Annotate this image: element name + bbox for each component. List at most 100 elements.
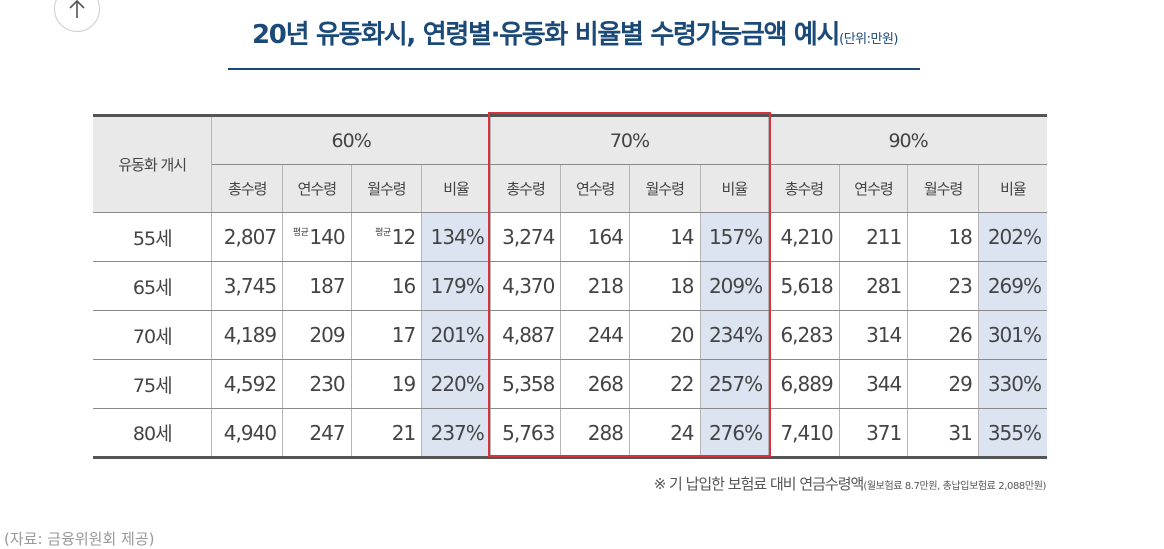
cell-total: 5,618 xyxy=(768,261,840,311)
cell-annual: 314 xyxy=(838,310,909,360)
cell-ratio: 301% xyxy=(977,310,1047,360)
scroll-to-top-button[interactable] xyxy=(54,0,100,32)
cell-total: 4,887 xyxy=(489,310,562,360)
cell-monthly: 18 xyxy=(628,261,701,311)
cell-monthly: 평균12 xyxy=(350,212,423,262)
cell-total: 6,283 xyxy=(768,310,840,360)
sub-header-annual: 연수령 xyxy=(838,164,909,213)
cell-total: 3,745 xyxy=(211,261,284,311)
cell-monthly: 21 xyxy=(350,408,423,459)
cell-annual: 371 xyxy=(838,408,909,459)
age-cell: 70세 xyxy=(93,310,213,360)
cell-annual: 187 xyxy=(282,261,352,311)
cell-total: 3,274 xyxy=(489,212,562,262)
cell-annual: 218 xyxy=(560,261,630,311)
cell-annual: 209 xyxy=(282,310,352,360)
cell-total: 2,807 xyxy=(211,212,284,262)
cell-annual: 268 xyxy=(560,359,630,409)
cell-monthly: 22 xyxy=(628,359,701,409)
cell-annual: 244 xyxy=(560,310,630,360)
footnote-main: ※ 기 납입한 보험료 대비 연금수령액 xyxy=(653,475,865,493)
cell-ratio: 202% xyxy=(977,212,1047,262)
cell-ratio: 269% xyxy=(977,261,1047,311)
age-cell: 80세 xyxy=(93,408,213,459)
cell-monthly: 16 xyxy=(350,261,423,311)
cell-ratio: 234% xyxy=(699,310,770,360)
cell-monthly: 31 xyxy=(907,408,979,459)
cell-total: 4,210 xyxy=(768,212,840,262)
cell-ratio: 209% xyxy=(699,261,770,311)
group-header-60: 60% xyxy=(211,114,491,165)
cell-monthly: 17 xyxy=(350,310,423,360)
sub-header-total: 총수령 xyxy=(489,164,562,213)
cell-monthly: 29 xyxy=(907,359,979,409)
sub-header-total: 총수령 xyxy=(768,164,840,213)
cell-annual: 164 xyxy=(560,212,630,262)
cell-value: 12 xyxy=(391,225,416,249)
sub-header-ratio: 비율 xyxy=(977,164,1047,213)
cell-monthly: 14 xyxy=(628,212,701,262)
cell-annual: 230 xyxy=(282,359,352,409)
sub-header-annual: 연수령 xyxy=(560,164,630,213)
cell-value: 140 xyxy=(309,225,345,249)
cell-ratio: 157% xyxy=(699,212,770,262)
cell-monthly: 26 xyxy=(907,310,979,360)
arrow-up-icon xyxy=(69,0,85,18)
cell-annual: 281 xyxy=(838,261,909,311)
title-unit: (단위:만원) xyxy=(839,32,898,47)
sub-header-ratio: 비율 xyxy=(699,164,770,213)
cell-total: 6,889 xyxy=(768,359,840,409)
age-cell: 55세 xyxy=(93,212,213,262)
avg-marker: 평균 xyxy=(292,228,309,238)
cell-monthly: 24 xyxy=(628,408,701,459)
row-header-label: 유동화 개시 xyxy=(93,114,213,213)
group-header-70: 70% xyxy=(489,114,770,165)
group-header-row: 유동화 개시 60% 70% 90% xyxy=(93,114,1047,213)
cell-total: 5,763 xyxy=(489,408,562,459)
table-row: 70세 4,189 209 17 201% 4,887 244 20 234% 6,283 314 2… xyxy=(93,310,1047,360)
cell-total: 5,358 xyxy=(489,359,562,409)
sub-header-total: 총수령 xyxy=(211,164,284,213)
cell-ratio: 257% xyxy=(699,359,770,409)
table-row: 80세 4,940 247 21 237% 5,763 288 24 276% 7,410 371 3… xyxy=(93,408,1047,459)
sub-header-ratio: 비율 xyxy=(421,164,491,213)
title-underline xyxy=(228,68,920,70)
cell-ratio: 179% xyxy=(421,261,491,311)
cell-ratio: 237% xyxy=(421,408,491,459)
cell-annual: 211 xyxy=(838,212,909,262)
cell-total: 4,940 xyxy=(211,408,284,459)
cell-total: 4,370 xyxy=(489,261,562,311)
age-cell: 75세 xyxy=(93,359,213,409)
group-header-90: 90% xyxy=(768,114,1047,165)
cell-ratio: 276% xyxy=(699,408,770,459)
payout-table: 유동화 개시 60% 70% 90% 총수령 연수령 월수령 비율 총수령 연수… xyxy=(93,114,1047,459)
page-title: 20년 유동화시, 연령별·유동화 비율별 수령가능금액 예시(단위:만원) xyxy=(230,14,920,51)
sub-header-row: 총수령 연수령 월수령 비율 총수령 연수령 월수령 비율 총수령 연수령 월수… xyxy=(93,164,1047,213)
cell-annual: 247 xyxy=(282,408,352,459)
cell-total: 4,592 xyxy=(211,359,284,409)
cell-annual: 평균140 xyxy=(282,212,352,262)
cell-monthly: 20 xyxy=(628,310,701,360)
table-row: 55세 2,807 평균140 평균12 134% 3,274 164 14 157% 4,210… xyxy=(93,212,1047,262)
sub-header-annual: 연수령 xyxy=(282,164,352,213)
table-body: 55세 2,807 평균140 평균12 134% 3,274 164 14 157% 4,210… xyxy=(93,212,1047,459)
footnote: ※ 기 납입한 보험료 대비 연금수령액(월보험료 8.7만원, 총납입보험료 … xyxy=(653,473,1047,494)
footnote-detail: (월보험료 8.7만원, 총납입보험료 2,088만원) xyxy=(863,481,1046,492)
cell-monthly: 18 xyxy=(907,212,979,262)
cell-total: 7,410 xyxy=(768,408,840,459)
table-row: 65세 3,745 187 16 179% 4,370 218 18 209% 5,618 281 2… xyxy=(93,261,1047,311)
cell-ratio: 220% xyxy=(421,359,491,409)
cell-ratio: 201% xyxy=(421,310,491,360)
cell-ratio: 355% xyxy=(977,408,1047,459)
title-main: 20년 유동화시, 연령별·유동화 비율별 수령가능금액 예시 xyxy=(251,20,840,50)
cell-ratio: 330% xyxy=(977,359,1047,409)
cell-annual: 344 xyxy=(838,359,909,409)
cell-ratio: 134% xyxy=(421,212,491,262)
source-caption: (자료: 금융위원회 제공) xyxy=(4,530,155,548)
cell-total: 4,189 xyxy=(211,310,284,360)
sub-header-monthly: 월수령 xyxy=(350,164,423,213)
sub-header-monthly: 월수령 xyxy=(907,164,979,213)
age-cell: 65세 xyxy=(93,261,213,311)
cell-monthly: 19 xyxy=(350,359,423,409)
table-row: 75세 4,592 230 19 220% 5,358 268 22 257% 6,889 344 2… xyxy=(93,359,1047,409)
